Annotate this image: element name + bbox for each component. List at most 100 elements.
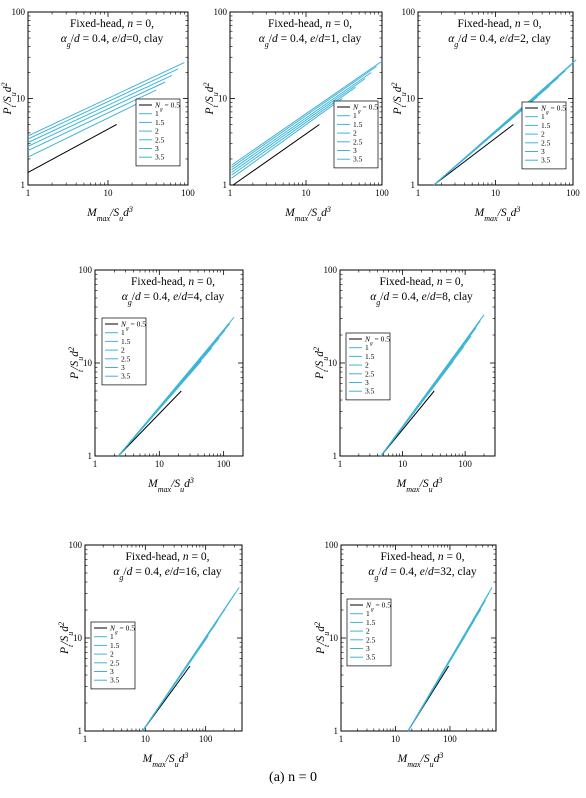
- x-axis-label: Mmax/Sud3: [284, 205, 331, 223]
- x-axis-label: Mmax/Sud3: [147, 476, 194, 494]
- y-tick-label: 1: [223, 180, 228, 190]
- legend-label: Ng = 0.5: [540, 104, 566, 116]
- chart-panel-5: 1 10 100 1 10 100 Fixed-head, n = 0, αg/d = 0.4…: [312, 265, 496, 494]
- x-tick-label: 10: [398, 459, 408, 469]
- series-line: [433, 124, 514, 186]
- chart-title-line1: Fixed-head, n = 0,: [268, 18, 352, 30]
- series-line: [117, 390, 182, 457]
- chart-title-line1: Fixed-head, n = 0,: [70, 18, 154, 30]
- legend-label: 1: [110, 632, 114, 641]
- chart-title-line2: αg/d = 0.4, e/d=8, clay: [370, 291, 473, 307]
- legend-label: 1.5: [365, 352, 375, 361]
- y-axis-label: Pt/Sud2: [390, 82, 408, 115]
- y-tick-label: 1: [21, 180, 26, 190]
- y-tick-label: 10: [73, 633, 83, 643]
- series-line: [407, 587, 493, 732]
- chart-title-line2: αg/d = 0.4, e/d=32, clay: [368, 566, 477, 582]
- legend-label: 1: [121, 328, 125, 337]
- series-line: [27, 81, 166, 147]
- legend-label: 3: [121, 363, 125, 372]
- legend-label: 1: [366, 609, 370, 618]
- legend-label: 2.5: [110, 658, 120, 667]
- legend: Ng = 0.511.522.533.5: [521, 101, 567, 170]
- x-tick-label: 10: [391, 734, 401, 744]
- legend-label: 3.5: [365, 387, 375, 396]
- x-tick-label: 10: [104, 188, 114, 198]
- legend-label: Ng = 0.5: [120, 320, 146, 332]
- x-axis-label: Mmax/Sud3: [142, 751, 189, 769]
- legend-label: 3.5: [366, 653, 376, 662]
- legend-label: 2.5: [541, 138, 551, 147]
- series-line: [231, 98, 343, 179]
- series-line: [231, 72, 372, 171]
- chart-title-line1: Fixed-head, n = 0,: [131, 276, 215, 288]
- x-tick-label: 100: [217, 459, 231, 469]
- chart-title-line1: Fixed-head, n = 0,: [380, 551, 464, 563]
- y-tick-label: 100: [402, 7, 416, 17]
- legend-label: 3: [366, 644, 370, 653]
- legend: Ng = 0.511.522.533.5: [135, 98, 181, 167]
- x-tick-label: 1: [228, 188, 233, 198]
- legend-label: 3: [365, 378, 369, 387]
- chart-title-line1: Fixed-head, n = 0,: [125, 551, 209, 563]
- legend-label: 1.5: [541, 121, 551, 130]
- y-axis-label: Pt/Sud2: [202, 82, 220, 115]
- legend-label: 2.5: [365, 369, 375, 378]
- x-axis-label: Mmax/Sud3: [396, 476, 443, 494]
- legend-label: Ng = 0.5: [352, 103, 378, 115]
- legend-label: 2: [121, 346, 125, 355]
- chart-title-line1: Fixed-head, n = 0,: [379, 276, 463, 288]
- legend-label: 1.5: [366, 618, 376, 627]
- y-tick-label: 100: [325, 540, 339, 550]
- x-tick-label: 1: [83, 734, 88, 744]
- legend-box: [135, 98, 181, 167]
- x-tick-label: 10: [155, 459, 165, 469]
- y-tick-label: 100: [12, 7, 26, 17]
- legend-label: Ng = 0.5: [109, 624, 135, 636]
- figure-caption: (a) n = 0: [269, 770, 317, 785]
- x-tick-label: 100: [443, 734, 457, 744]
- x-tick-label: 1: [338, 459, 343, 469]
- x-tick-label: 10: [302, 188, 312, 198]
- y-axis-label: Pt/Sud2: [0, 82, 18, 115]
- x-tick-label: 10: [141, 734, 151, 744]
- legend: Ng = 0.511.522.533.5: [90, 621, 136, 690]
- series-line: [27, 74, 173, 143]
- series-line: [27, 102, 141, 158]
- legend-label: 2.5: [353, 137, 363, 146]
- x-tick-label: 10: [491, 188, 501, 198]
- x-axis-label: Mmax/Sud3: [86, 205, 133, 223]
- y-tick-label: 10: [328, 358, 338, 368]
- x-tick-label: 100: [566, 188, 580, 198]
- y-axis-label: Pt/Sud2: [313, 622, 331, 655]
- series-line: [27, 89, 157, 152]
- legend-label: 3: [353, 146, 357, 155]
- y-tick-label: 10: [329, 633, 339, 643]
- chart-panel-1: 1 10 100 1 10 100 Fixed-head, n = 0, αg/d = 0.4…: [0, 7, 195, 223]
- legend-label: 2: [365, 361, 369, 370]
- y-tick-label: 1: [334, 726, 339, 736]
- legend-label: 3.5: [541, 156, 551, 165]
- y-tick-label: 10: [406, 94, 416, 104]
- legend-label: 3: [110, 667, 114, 676]
- legend: Ng = 0.511.522.533.5: [333, 100, 379, 169]
- series-line: [433, 59, 577, 186]
- legend-label: 2: [155, 127, 159, 136]
- chart-title-line1: Fixed-head, n = 0,: [457, 18, 541, 30]
- y-tick-label: 100: [79, 265, 93, 275]
- chart-panel-2: 1 10 100 1 10 100 Fixed-head, n = 0, αg/d = 0.4…: [202, 7, 390, 223]
- legend-label: Ng = 0.5: [154, 101, 180, 113]
- legend: Ng = 0.511.522.533.5: [346, 598, 392, 667]
- y-axis-label: Pt/Sud2: [312, 347, 330, 380]
- y-axis-label: Pt/Sud2: [57, 622, 75, 655]
- x-axis-label: Mmax/Sud3: [397, 751, 444, 769]
- x-tick-label: 100: [199, 734, 213, 744]
- legend-label: 3: [541, 147, 545, 156]
- x-axis-label: Mmax/Sud3: [474, 205, 521, 223]
- legend-box: [333, 100, 379, 169]
- chart-title-line2: αg/d = 0.4, e/d=4, clay: [122, 291, 225, 307]
- legend-label: 2.5: [366, 635, 376, 644]
- legend-label: 3: [155, 144, 159, 153]
- legend-label: 1.5: [353, 120, 363, 129]
